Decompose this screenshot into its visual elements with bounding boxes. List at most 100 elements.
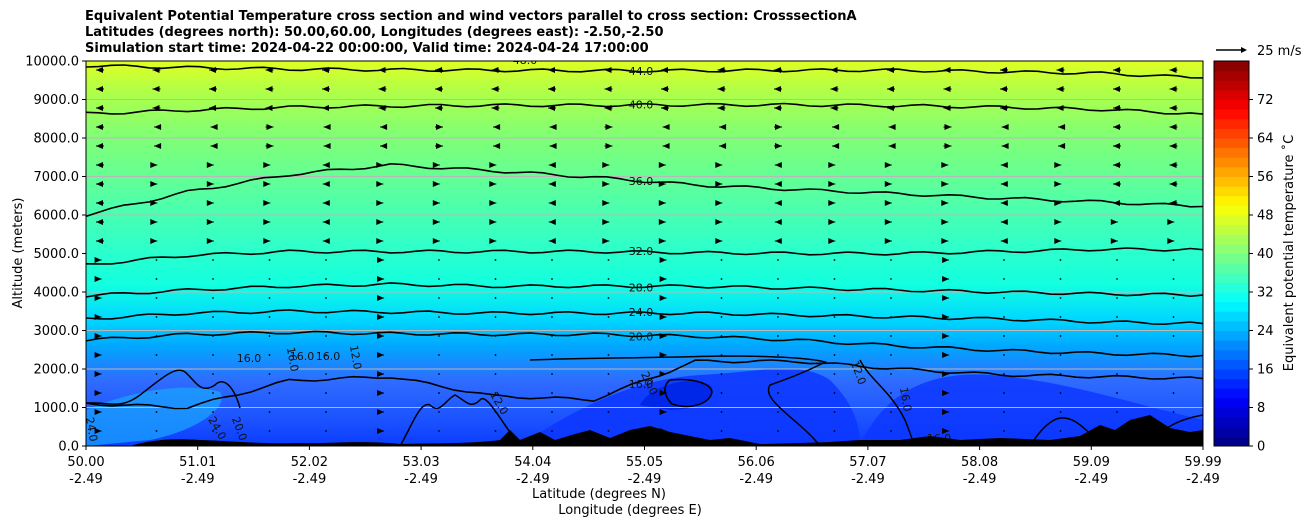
wind-vector xyxy=(155,278,158,280)
colorbar-segment xyxy=(1214,224,1249,235)
wind-vector xyxy=(1059,411,1062,413)
wind-vector xyxy=(268,335,271,337)
wind-vector xyxy=(551,259,553,261)
colorbar-segment xyxy=(1214,80,1249,91)
wind-vector xyxy=(833,259,836,261)
x-tick-label-lon: -2.49 xyxy=(851,472,885,487)
wind-vector xyxy=(941,162,949,168)
contour-label: 44.0 xyxy=(629,65,654,78)
y-tick-label: 10000.0 xyxy=(25,55,79,70)
wind-vector xyxy=(438,278,440,280)
colorbar-ticks: 0 8 16 24 32 40 48 56 64 72 xyxy=(1249,93,1274,455)
wind-vector xyxy=(494,278,497,280)
y-tick-label: 4000.0 xyxy=(34,286,80,301)
wind-vector xyxy=(268,373,271,375)
wind-vector xyxy=(720,354,723,356)
wind-vector xyxy=(720,430,723,432)
colorbar-segment xyxy=(1214,70,1249,81)
x-tick-label-lat: 57.07 xyxy=(849,455,886,470)
wind-vector xyxy=(777,430,779,432)
contour-label: 32.0 xyxy=(629,245,654,258)
wind-vector xyxy=(94,428,102,434)
colorbar-segment xyxy=(1214,89,1249,100)
wind-vector xyxy=(377,314,385,320)
wind-vector xyxy=(212,335,214,337)
wind-vector xyxy=(155,373,158,375)
wind-vector xyxy=(1054,200,1062,206)
wind-vector xyxy=(833,392,836,394)
wind-vector xyxy=(1054,162,1062,168)
wind-vector xyxy=(212,392,214,394)
colorbar-segment xyxy=(1214,407,1249,418)
wind-vector xyxy=(607,316,610,318)
wind-vector xyxy=(1116,297,1118,299)
wind-vector xyxy=(1110,238,1118,244)
wind-vector xyxy=(1116,316,1118,318)
wind-vector xyxy=(268,297,271,299)
wind-vector xyxy=(94,371,102,377)
wind-vector xyxy=(658,219,666,225)
colorbar-segment xyxy=(1214,128,1249,139)
contour-label: 16.0 xyxy=(629,378,654,391)
wind-vector xyxy=(1116,259,1118,261)
wind-vector xyxy=(715,200,723,206)
wind-vector xyxy=(607,278,610,280)
chart-title-block: Equivalent Potential Temperature cross s… xyxy=(85,9,857,57)
wind-vector xyxy=(658,200,666,206)
wind-vector xyxy=(438,316,440,318)
wind-vector xyxy=(94,276,102,282)
wind-vector xyxy=(551,278,553,280)
wind-vector xyxy=(212,297,214,299)
wind-vector xyxy=(833,316,836,318)
colorbar-tick-label: 0 xyxy=(1257,440,1265,455)
x-axis-ticks: 50.00 -2.49 51.01 -2.49 52.02 -2.49 53.03 -2.49… xyxy=(67,446,1222,487)
x-tick-label-lat: 59.99 xyxy=(1184,455,1221,470)
wind-vector xyxy=(658,162,666,168)
wind-vector xyxy=(325,278,327,280)
wind-vector xyxy=(494,335,497,337)
wind-vector xyxy=(551,430,553,432)
contour-label: 16.0 xyxy=(284,346,301,372)
wind-vector xyxy=(833,430,836,432)
wind-vector xyxy=(1003,411,1005,413)
wind-vector xyxy=(890,335,892,337)
wind-vector xyxy=(1059,354,1062,356)
contour-label: 48.0 xyxy=(513,54,538,67)
wind-vector xyxy=(377,371,385,377)
x-tick-label-lon: -2.49 xyxy=(1074,472,1108,487)
wind-vector xyxy=(1059,335,1062,337)
wind-vector xyxy=(607,373,610,375)
wind-vector xyxy=(1059,297,1062,299)
colorbar-segment xyxy=(1214,436,1249,447)
wind-vector xyxy=(155,316,158,318)
x-tick-label-lat: 59.09 xyxy=(1073,455,1110,470)
wind-vector xyxy=(1059,278,1062,280)
contour-label: 20.0 xyxy=(629,330,654,343)
wind-vector xyxy=(1059,316,1062,318)
y-tick-label: 3000.0 xyxy=(34,324,80,339)
wind-vector xyxy=(1172,335,1175,337)
wind-vector xyxy=(777,392,779,394)
wind-vector xyxy=(206,162,214,168)
colorbar-tick-label: 8 xyxy=(1257,401,1265,416)
contour-line xyxy=(86,369,241,409)
wind-vector xyxy=(941,238,949,244)
wind-vector xyxy=(494,411,497,413)
wind-vector xyxy=(325,392,327,394)
wind-vector xyxy=(1059,373,1062,375)
wind-vector xyxy=(828,162,836,168)
colorbar-segment xyxy=(1214,263,1249,274)
chart-title-line-2: Latitudes (degrees north): 50.00,60.00, … xyxy=(85,25,664,40)
colorbar-segment xyxy=(1214,195,1249,206)
wind-vector xyxy=(494,354,497,356)
wind-vector xyxy=(206,200,214,206)
colorbar-segment xyxy=(1214,253,1249,264)
wind-vector xyxy=(376,219,384,225)
wind-vector xyxy=(884,181,892,187)
wind-vector xyxy=(263,219,271,225)
wind-vector xyxy=(268,392,271,394)
wind-vector xyxy=(942,314,950,320)
x-tick-label-lat: 58.08 xyxy=(961,455,998,470)
wind-vector xyxy=(212,278,214,280)
wind-vector xyxy=(833,297,836,299)
